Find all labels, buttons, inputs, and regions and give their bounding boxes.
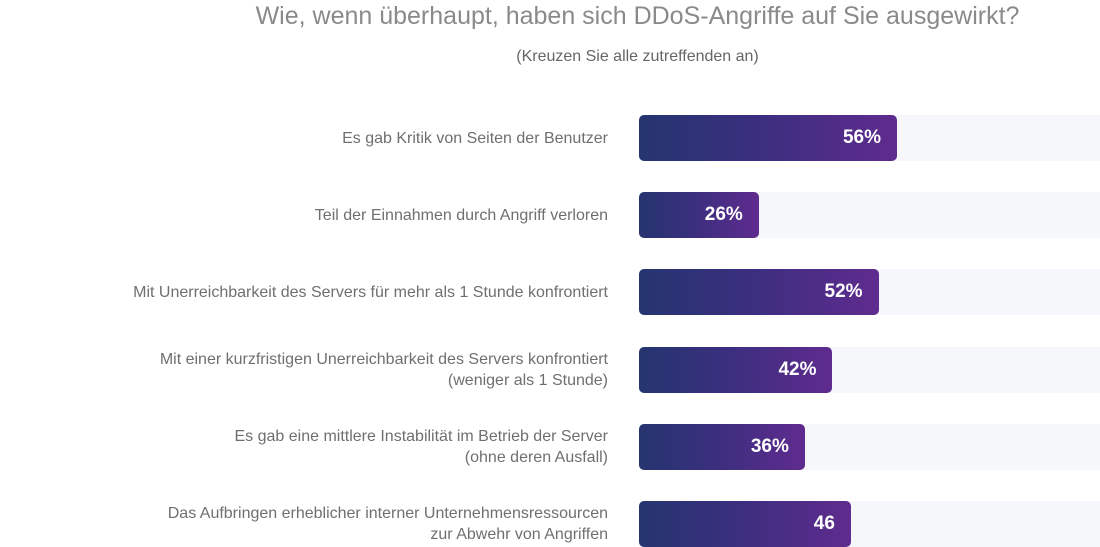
category-label-line: (weniger als 1 Stunde) xyxy=(447,371,608,389)
category-label: Das Aufbringen erheblicher interner Unte… xyxy=(48,501,608,547)
category-label: Mit einer kurzfristigen Unerreichbarkeit… xyxy=(48,347,608,393)
bar: 36% xyxy=(639,423,805,470)
chart-subtitle: (Kreuzen Sie alle zutreffenden an) xyxy=(516,48,759,65)
category-label: Es gab eine mittlere Instabilität im Bet… xyxy=(48,424,609,470)
bar-row: Mit einer kurzfristigen Unerreichbarkeit… xyxy=(0,346,1100,393)
bar: 52% xyxy=(639,269,879,316)
category-label-line: Das Aufbringen erheblicher interner Unte… xyxy=(167,505,608,522)
data-label: 56% xyxy=(842,127,881,148)
bar-row: Teil der Einnahmen durch Angriff verlore… xyxy=(0,192,1100,239)
category-label: Mit Unerreichbarkeit des Servers für meh… xyxy=(48,269,608,315)
data-label: 46 xyxy=(813,513,835,534)
category-label: Teil der Einnahmen durch Angriff verlore… xyxy=(48,192,608,238)
data-label: 26% xyxy=(704,204,743,226)
data-label: 36% xyxy=(750,435,789,457)
category-label-line: (ohne deren Ausfall) xyxy=(464,448,608,466)
category-label-line: Es gab Kritik von Seiten der Benutzer xyxy=(342,129,608,147)
bar-row: Das Aufbringen erheblicher interner Unte… xyxy=(0,501,1100,547)
bar: 26% xyxy=(639,192,759,239)
bar: 56% xyxy=(639,115,897,161)
chart-title: Wie, wenn überhaupt, haben sich DDoS-Ang… xyxy=(255,2,1020,30)
bar: 46 xyxy=(639,501,851,547)
category-label-line: Teil der Einnahmen durch Angriff verlore… xyxy=(314,206,608,224)
data-label: 42% xyxy=(778,358,817,380)
bar: 42% xyxy=(639,346,833,393)
bar-row: Mit Unerreichbarkeit des Servers für meh… xyxy=(0,269,1100,316)
category-label-line: Es gab eine mittlere Instabilität im Bet… xyxy=(234,427,609,445)
bar-row: Es gab eine mittlere Instabilität im Bet… xyxy=(0,423,1100,470)
category-label-line: zur Abwehr von Angriffen xyxy=(430,526,608,543)
category-label-line: Mit Unerreichbarkeit des Servers für meh… xyxy=(133,283,608,301)
data-label: 52% xyxy=(824,281,863,303)
category-label-line: Mit einer kurzfristigen Unerreichbarkeit… xyxy=(159,350,608,368)
bar-row: Es gab Kritik von Seiten der Benutzer 56% xyxy=(0,115,1100,161)
category-label: Es gab Kritik von Seiten der Benutzer xyxy=(48,115,608,161)
